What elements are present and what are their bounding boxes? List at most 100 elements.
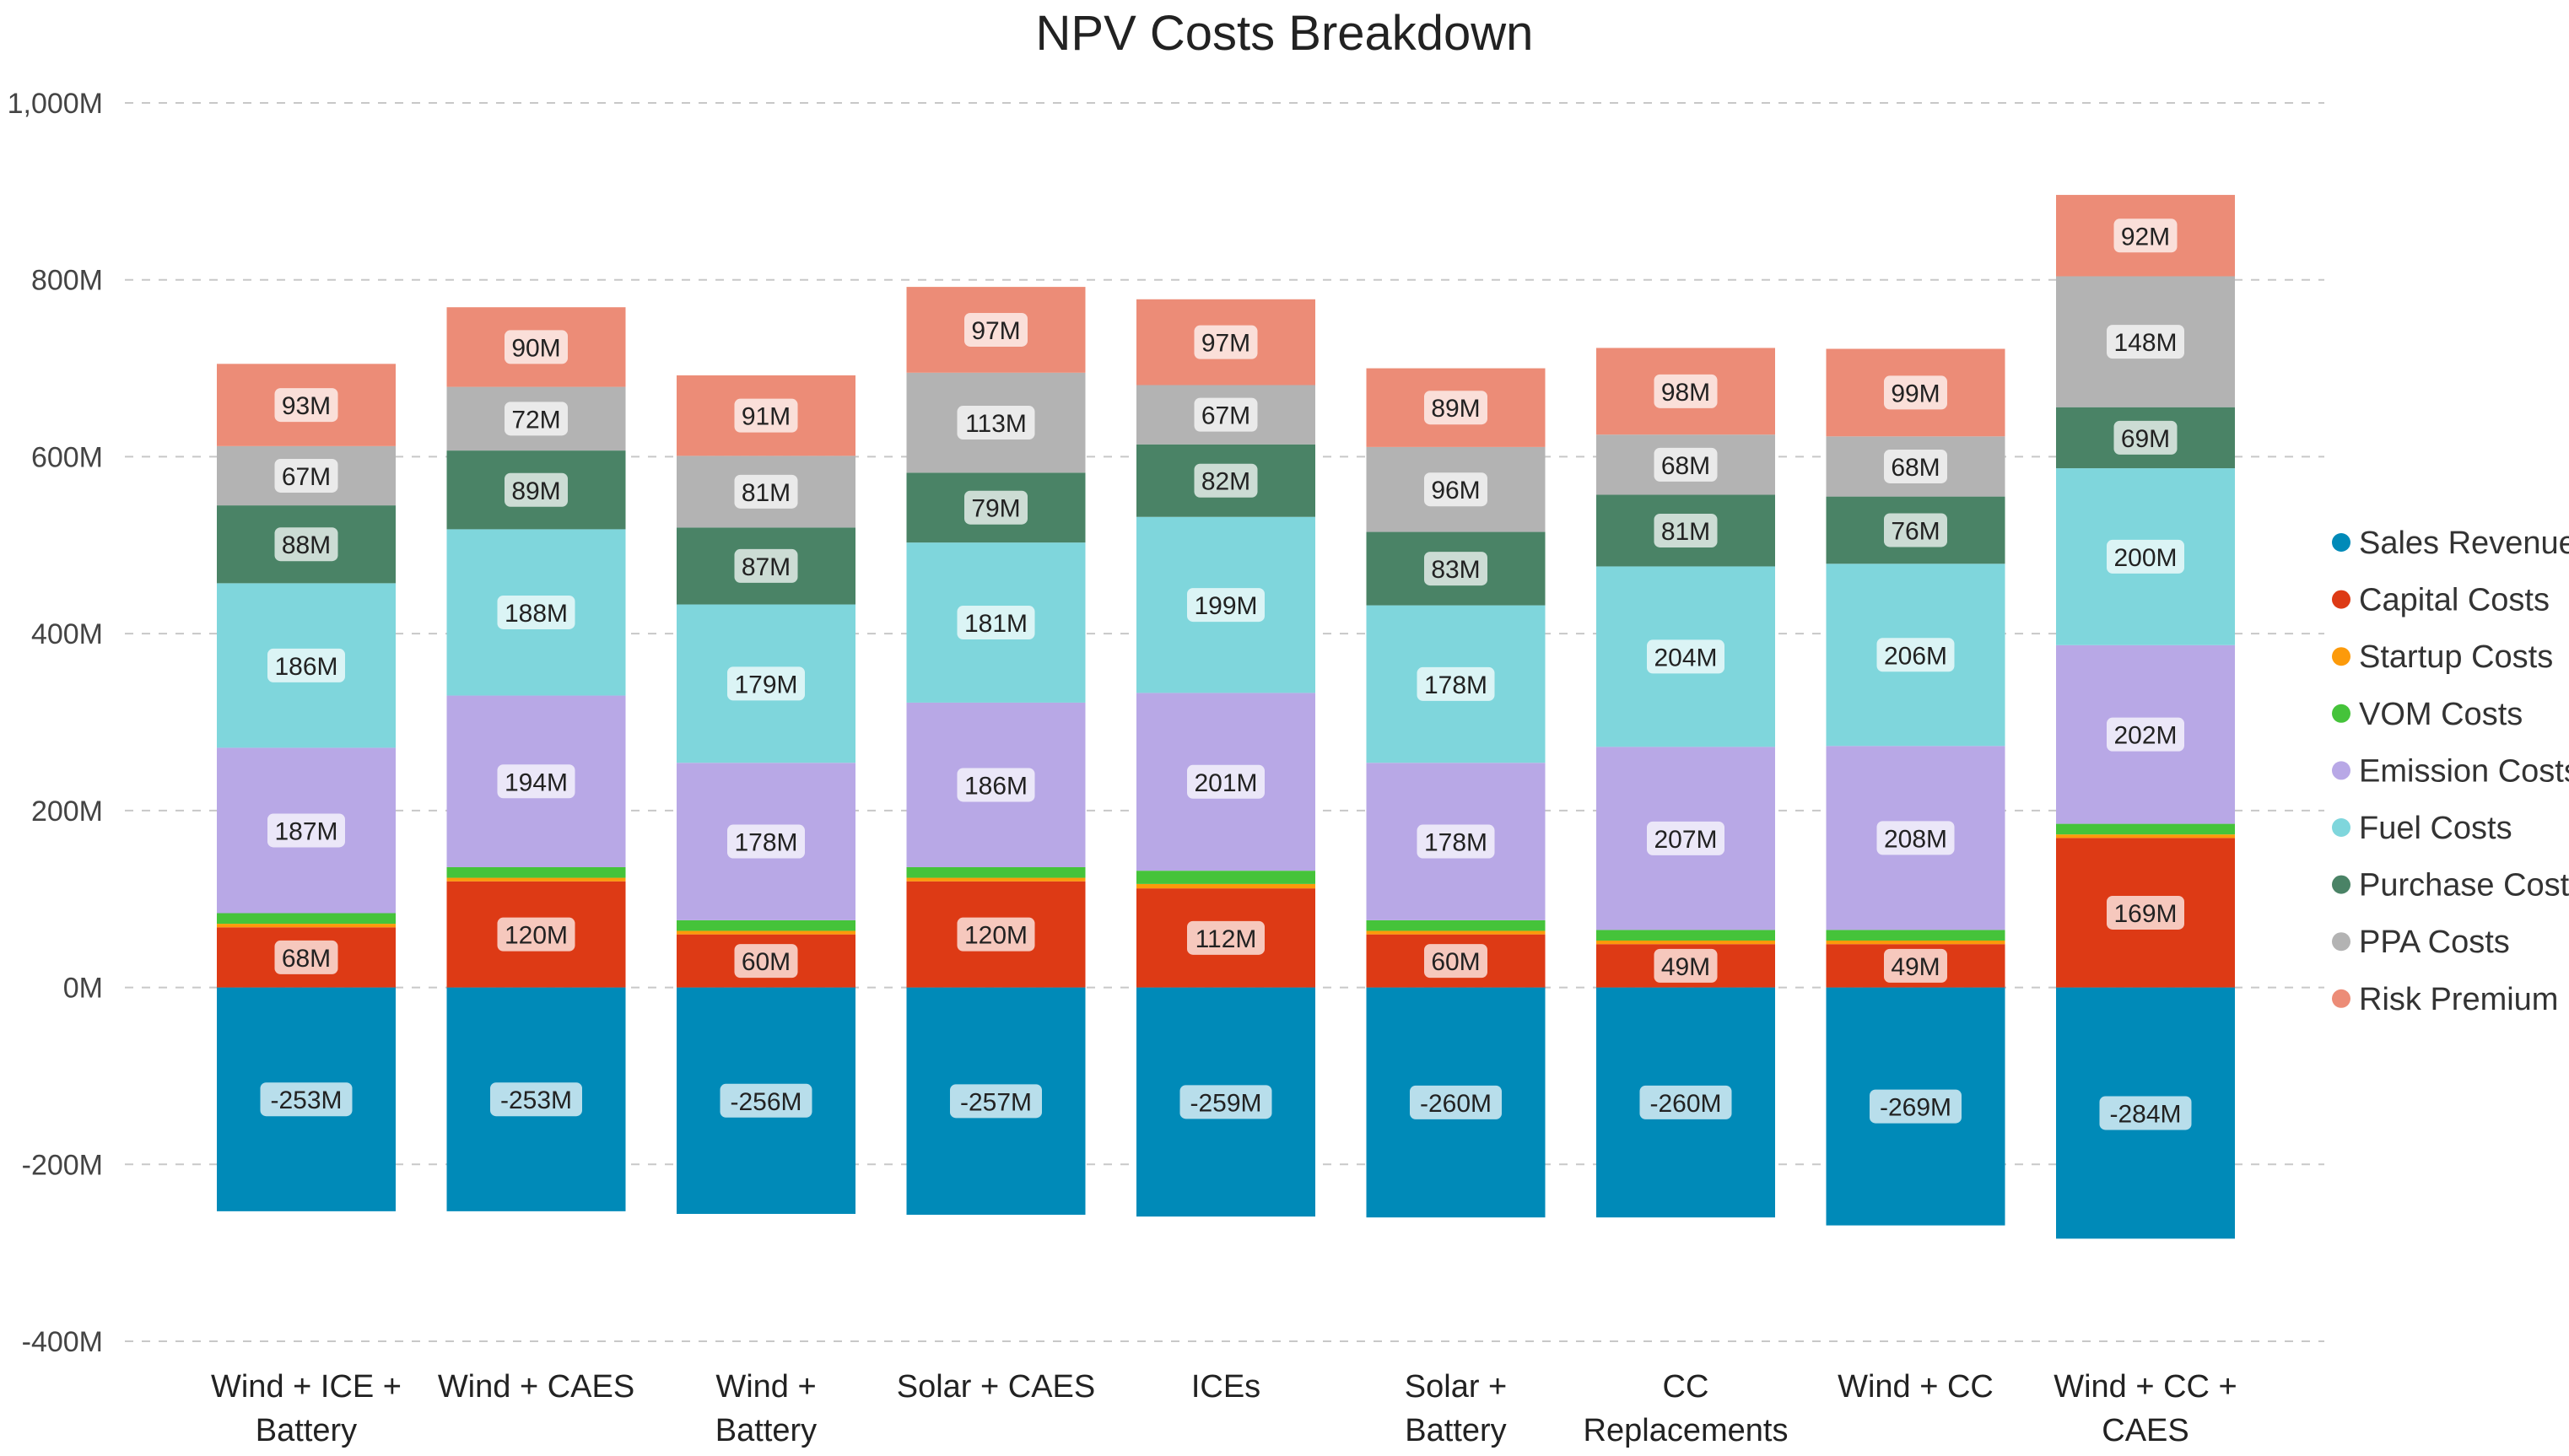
bar-segment-vom-costs [1136,871,1315,884]
x-tick-label: Solar + [1405,1369,1507,1405]
bars: -253M 68M 187M 186M 88M 67M 93M -253M 120M 194M 18… [217,195,2235,1239]
data-label: 68M [282,945,331,973]
data-label-bg [1187,920,1265,955]
data-label-bg [1187,588,1265,623]
data-label-bg [720,1083,812,1118]
data-label: 67M [282,463,331,491]
data-label-bg [2113,420,2178,455]
data-label-bg [2107,895,2184,930]
data-label-bg [964,312,1028,347]
data-label-bg [1884,948,1947,983]
bar-segment-vom-costs [1366,919,1546,931]
data-label-bg [957,406,1035,440]
bar-segment-startup-costs [1596,940,1775,945]
data-label: 186M [964,772,1028,800]
x-tick-label: Wind + CAES [438,1369,634,1405]
data-label: 93M [282,392,331,420]
data-label-bg [957,768,1035,802]
bar-segment-startup-costs [446,877,626,882]
data-label-bg [1884,375,1947,410]
legend-item: Risk Premium [2359,982,2558,1017]
data-label: 99M [1891,380,1940,407]
data-label: -253M [500,1087,572,1114]
data-label: 178M [1424,829,1487,857]
y-tick-label: 800M [31,265,103,297]
data-label-bg [950,1084,1042,1119]
data-label: 181M [964,610,1028,638]
data-label: 83M [1431,556,1480,584]
data-label: 81M [742,479,791,507]
data-label: 68M [1891,454,1940,482]
data-label-bg [734,398,798,433]
data-label-bg [727,824,805,859]
data-label: -253M [270,1087,342,1114]
data-label: 187M [274,817,337,845]
data-label-bg [1654,447,1718,482]
data-label-bg [727,666,805,701]
x-tick-label: CC [1663,1369,1709,1405]
data-label-bg [1417,666,1495,701]
data-label-bg [1194,397,1258,432]
data-label: 89M [1431,395,1480,423]
data-label-bg [1424,391,1487,425]
data-label: 89M [511,477,560,505]
legend-item: VOM Costs [2359,697,2523,732]
data-label: 120M [964,922,1028,950]
data-label: 207M [1654,826,1717,854]
data-label-bg [1876,638,1955,672]
data-label-bg [505,330,568,364]
data-label: 97M [971,317,1020,345]
data-label: -260M [1420,1090,1492,1118]
x-tick-label: CAES [2102,1413,2189,1448]
data-label: 88M [282,531,331,559]
bar-segment-startup-costs [1826,940,2005,945]
data-label-bg [267,813,345,848]
data-label: 97M [1201,330,1250,358]
data-label-bg [1179,1085,1272,1119]
data-label-bg [497,595,575,629]
data-label: 179M [734,671,797,698]
data-label-bg [734,944,798,979]
x-tick-label: Wind + [715,1369,816,1405]
legend-item: Capital Costs [2359,583,2550,618]
bar-segment-vom-costs [1826,930,2005,941]
data-label: 202M [2113,722,2177,750]
legend-marker [2332,818,2350,837]
y-tick-label: 1,000M [8,88,103,120]
legend-item: Purchase Costs [2359,868,2569,903]
data-label: 79M [971,495,1020,523]
y-tick-label: -200M [22,1149,103,1181]
data-label: 68M [1661,452,1710,480]
x-tick-label: Replacements [1584,1413,1789,1448]
data-label: 69M [2121,425,2170,453]
data-label-bg [957,606,1035,640]
legend-marker [2332,761,2350,780]
legend-marker [2332,704,2350,723]
data-label-bg [1884,513,1947,547]
y-tick-label: 400M [31,618,103,650]
data-label-bg [2099,1096,2192,1130]
x-tick-label: Solar + CAES [897,1369,1096,1405]
data-label: 82M [1201,468,1250,496]
data-label: -259M [1190,1089,1261,1117]
data-label-bg [1424,472,1487,507]
data-label-bg [964,490,1028,525]
data-label: 87M [742,553,791,581]
legend-marker [2332,590,2350,609]
data-label: 113M [965,410,1027,438]
data-label-bg [1654,374,1718,408]
data-label: 60M [742,948,791,976]
legend-item: Fuel Costs [2359,811,2512,846]
data-label: 169M [2113,900,2177,928]
bar-segment-startup-costs [906,877,1086,882]
data-label: 206M [1884,642,1947,670]
bar-segment-vom-costs [446,866,626,878]
legend-marker [2332,932,2350,952]
x-tick-label: Wind + CC + [2054,1369,2237,1405]
legend-item: PPA Costs [2359,925,2510,960]
data-label: 148M [2113,329,2177,357]
data-label: 201M [1194,769,1257,797]
legend-item: Emission Costs [2359,753,2569,789]
data-label: -269M [1880,1094,1951,1122]
